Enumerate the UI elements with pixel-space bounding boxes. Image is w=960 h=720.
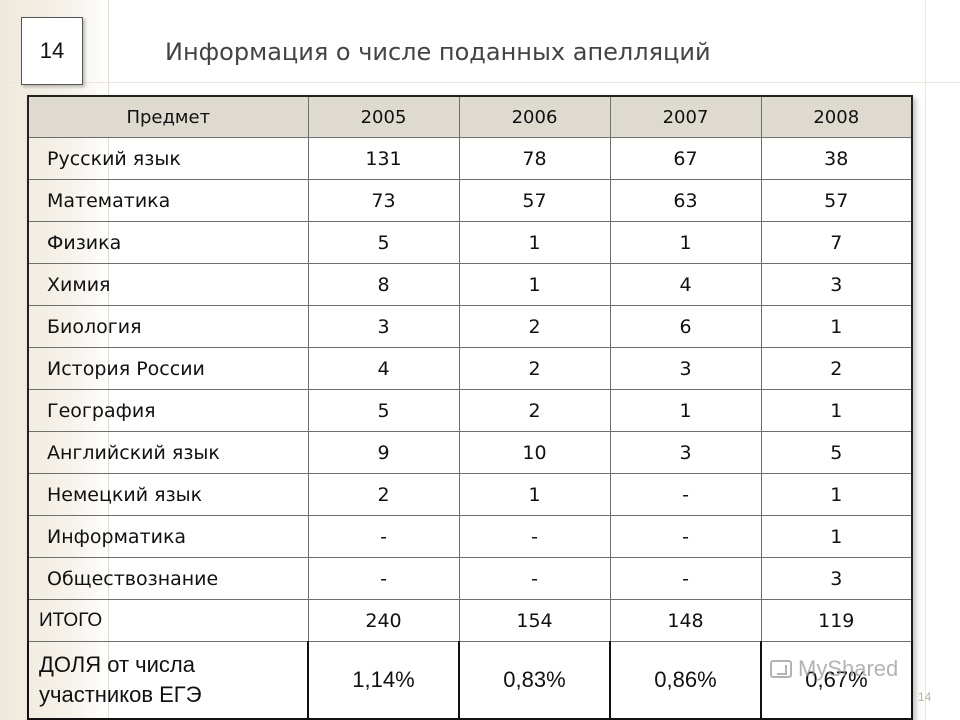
total-2006: 154 [458, 599, 611, 642]
value-cell: 10 [458, 431, 611, 474]
value-cell: 2 [458, 389, 611, 432]
value-cell: 73 [307, 179, 460, 222]
value-cell: 3 [760, 263, 913, 306]
value-cell: 1 [458, 473, 611, 516]
value-cell: 2 [458, 305, 611, 348]
subject-cell: География [27, 389, 309, 432]
value-cell: 8 [307, 263, 460, 306]
page-title: Информация о числе поданных апелляций [165, 38, 711, 66]
total-row: ИТОГО 240 154 148 119 [27, 599, 913, 642]
table-row: Химия 8 1 4 3 [27, 263, 913, 306]
share-2007: 0,86% [609, 641, 762, 720]
watermark: MyShared [770, 656, 898, 682]
share-row: ДОЛЯ от числа участников ЕГЭ 1,14% 0,83%… [27, 641, 913, 720]
subject-cell: Английский язык [27, 431, 309, 474]
header-2006: 2006 [458, 95, 611, 138]
share-label-line2: участников ЕГЭ [39, 682, 202, 707]
subject-cell: Немецкий язык [27, 473, 309, 516]
value-cell: 38 [760, 137, 913, 180]
value-cell: 1 [760, 473, 913, 516]
header-2005: 2005 [307, 95, 460, 138]
total-2005: 240 [307, 599, 460, 642]
header-2008: 2008 [760, 95, 913, 138]
decorative-divider [925, 0, 926, 720]
table-row: Русский язык 131 78 67 38 [27, 137, 913, 180]
share-label-line1: ДОЛЯ от числа [39, 652, 195, 677]
share-2006: 0,83% [458, 641, 611, 720]
value-cell: 1 [609, 221, 762, 264]
value-cell: 4 [307, 347, 460, 390]
value-cell: 2 [760, 347, 913, 390]
subject-cell: Русский язык [27, 137, 309, 180]
header-2007: 2007 [609, 95, 762, 138]
value-cell: 9 [307, 431, 460, 474]
value-cell: 4 [609, 263, 762, 306]
total-label: ИТОГО [27, 599, 309, 642]
total-2008: 119 [760, 599, 913, 642]
value-cell: 78 [458, 137, 611, 180]
total-2007: 148 [609, 599, 762, 642]
value-cell: 2 [458, 347, 611, 390]
value-cell: 5 [307, 389, 460, 432]
table-row: Немецкий язык 2 1-1 [27, 473, 913, 516]
table-row: История России 4 2 3 2 [27, 347, 913, 390]
value-cell: 3 [760, 557, 913, 600]
subject-cell: Математика [27, 179, 309, 222]
value-cell: - [307, 557, 460, 600]
subject-cell: Биология [27, 305, 309, 348]
share-label: ДОЛЯ от числа участников ЕГЭ [27, 641, 309, 720]
value-cell: - [307, 515, 460, 558]
value-cell: 57 [458, 179, 611, 222]
table-header-row: Предмет 2005 2006 2007 2008 [27, 95, 913, 138]
table-row: Информатика - - -1 [27, 515, 913, 558]
value-cell: 3 [609, 347, 762, 390]
value-cell: - [458, 515, 611, 558]
page-number: 14 [918, 690, 932, 704]
subject-cell: Физика [27, 221, 309, 264]
value-cell: 1 [760, 515, 913, 558]
subject-cell: Химия [27, 263, 309, 306]
appeals-table: Предмет 2005 2006 2007 2008 Русский язык… [27, 95, 913, 720]
decorative-divider [0, 82, 960, 83]
value-cell: - [609, 557, 762, 600]
table-row: Математика 73 57 63 57 [27, 179, 913, 222]
subject-cell: История России [27, 347, 309, 390]
share-2008: 0,67% [760, 641, 913, 720]
table-row: Английский язык 9 10 3 5 [27, 431, 913, 474]
value-cell: 1 [760, 305, 913, 348]
value-cell: 3 [609, 431, 762, 474]
share-2005: 1,14% [307, 641, 460, 720]
value-cell: 1 [760, 389, 913, 432]
watermark-text: MyShared [798, 656, 899, 681]
presentation-icon [770, 660, 792, 678]
value-cell: 2 [307, 473, 460, 516]
table-row: География 5 2 1 1 [27, 389, 913, 432]
value-cell: 1 [609, 389, 762, 432]
table-row: Физика 5 1 1 7 [27, 221, 913, 264]
subject-cell: Информатика [27, 515, 309, 558]
value-cell: 131 [307, 137, 460, 180]
slide-number-box: 14 [21, 17, 83, 85]
value-cell: 63 [609, 179, 762, 222]
value-cell: 5 [760, 431, 913, 474]
value-cell: 6 [609, 305, 762, 348]
subject-cell: Обществознание [27, 557, 309, 600]
header-subject: Предмет [27, 95, 309, 138]
table-row: Биология 3 2 6 1 [27, 305, 913, 348]
value-cell: - [609, 515, 762, 558]
value-cell: 3 [307, 305, 460, 348]
table-row: Обществознание - - -3 [27, 557, 913, 600]
value-cell: 7 [760, 221, 913, 264]
value-cell: 1 [458, 263, 611, 306]
value-cell: 5 [307, 221, 460, 264]
value-cell: 67 [609, 137, 762, 180]
value-cell: - [458, 557, 611, 600]
value-cell: 57 [760, 179, 913, 222]
value-cell: 1 [458, 221, 611, 264]
value-cell: - [609, 473, 762, 516]
